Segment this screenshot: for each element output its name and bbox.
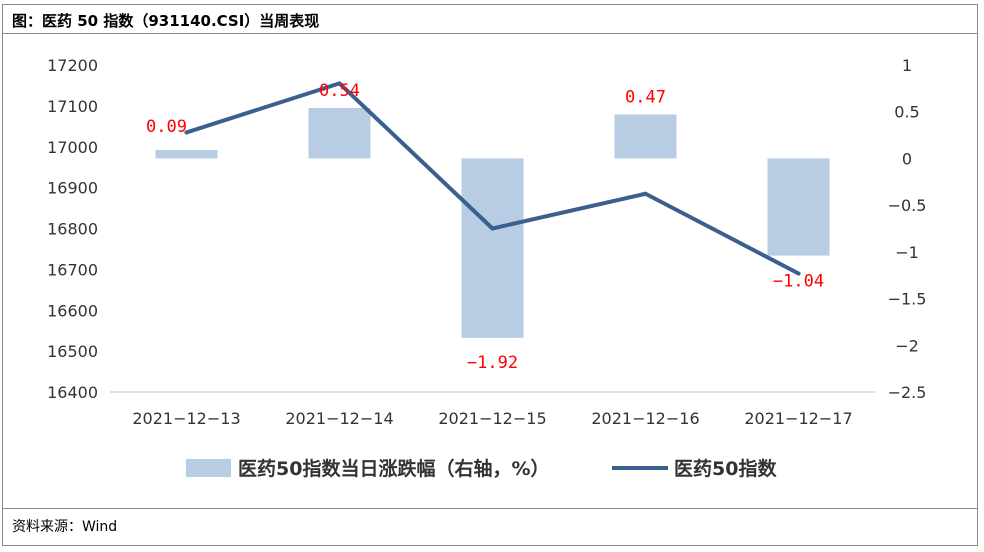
line-point — [490, 226, 495, 231]
y-left-tick-label: 16600 — [47, 301, 98, 320]
source-divider — [2, 508, 978, 509]
bar — [155, 150, 218, 159]
y-right-tick-label: −2 — [895, 336, 919, 355]
y-left-tick-label: 17100 — [47, 97, 98, 116]
chart-frame — [2, 4, 978, 546]
y-left-tick-label: 16800 — [47, 220, 98, 239]
bar-series — [155, 107, 830, 338]
bar-data-label: 0.09 — [146, 117, 187, 137]
legend-bar-swatch — [186, 459, 231, 477]
title-divider — [2, 33, 978, 34]
y-right-tick-label: 0.5 — [894, 103, 919, 122]
y-right-tick-label: −0.5 — [888, 196, 927, 215]
y-left-tick-label: 16900 — [47, 179, 98, 198]
y-left-tick-label: 16700 — [47, 260, 98, 279]
line-point — [643, 191, 648, 196]
legend-bar-label: 医药50指数当日涨跌幅（右轴，%） — [238, 457, 549, 480]
bar — [461, 158, 524, 338]
line-point — [796, 271, 801, 276]
chart-title: 图：医药 50 指数（931140.CSI）当周表现 — [12, 12, 320, 30]
data-labels: 0.09 0.54 −1.92 0.47 −1.04 — [146, 81, 824, 373]
line-point — [337, 81, 342, 86]
bar-data-label: −1.04 — [773, 272, 824, 292]
bar — [614, 114, 677, 159]
y-right-tick-label: 1 — [902, 56, 912, 75]
bar — [767, 158, 830, 256]
axes: 17200 17100 17000 16900 16800 16700 16600 16500… — [47, 56, 926, 428]
x-tick-label: 2021−12−16 — [591, 409, 699, 428]
y-left-tick-label: 16500 — [47, 342, 98, 361]
x-tick-label: 2021−12−14 — [285, 409, 393, 428]
line-point — [184, 130, 189, 135]
y-right-tick-label: 0 — [902, 149, 912, 168]
y-right-tick-label: −1.5 — [888, 290, 927, 309]
x-tick-label: 2021−12−13 — [132, 409, 240, 428]
bar-data-label: 0.54 — [319, 81, 360, 101]
y-left-tick-label: 17200 — [47, 56, 98, 75]
bar — [308, 107, 371, 159]
x-tick-label: 2021−12−17 — [744, 409, 852, 428]
line-series — [184, 81, 801, 276]
legend: 医药50指数当日涨跌幅（右轴，%） 医药50指数 — [186, 457, 777, 480]
y-left-tick-label: 17000 — [47, 138, 98, 157]
x-tick-label: 2021−12−15 — [438, 409, 546, 428]
y-right-tick-label: −2.5 — [888, 383, 927, 402]
y-left-tick-label: 16400 — [47, 383, 98, 402]
bar-data-label: −1.92 — [467, 353, 518, 373]
bar-data-label: 0.47 — [625, 88, 666, 108]
legend-line-label: 医药50指数 — [674, 457, 777, 480]
source-note: 资料来源：Wind — [12, 519, 118, 535]
y-right-tick-label: −1 — [895, 243, 919, 262]
